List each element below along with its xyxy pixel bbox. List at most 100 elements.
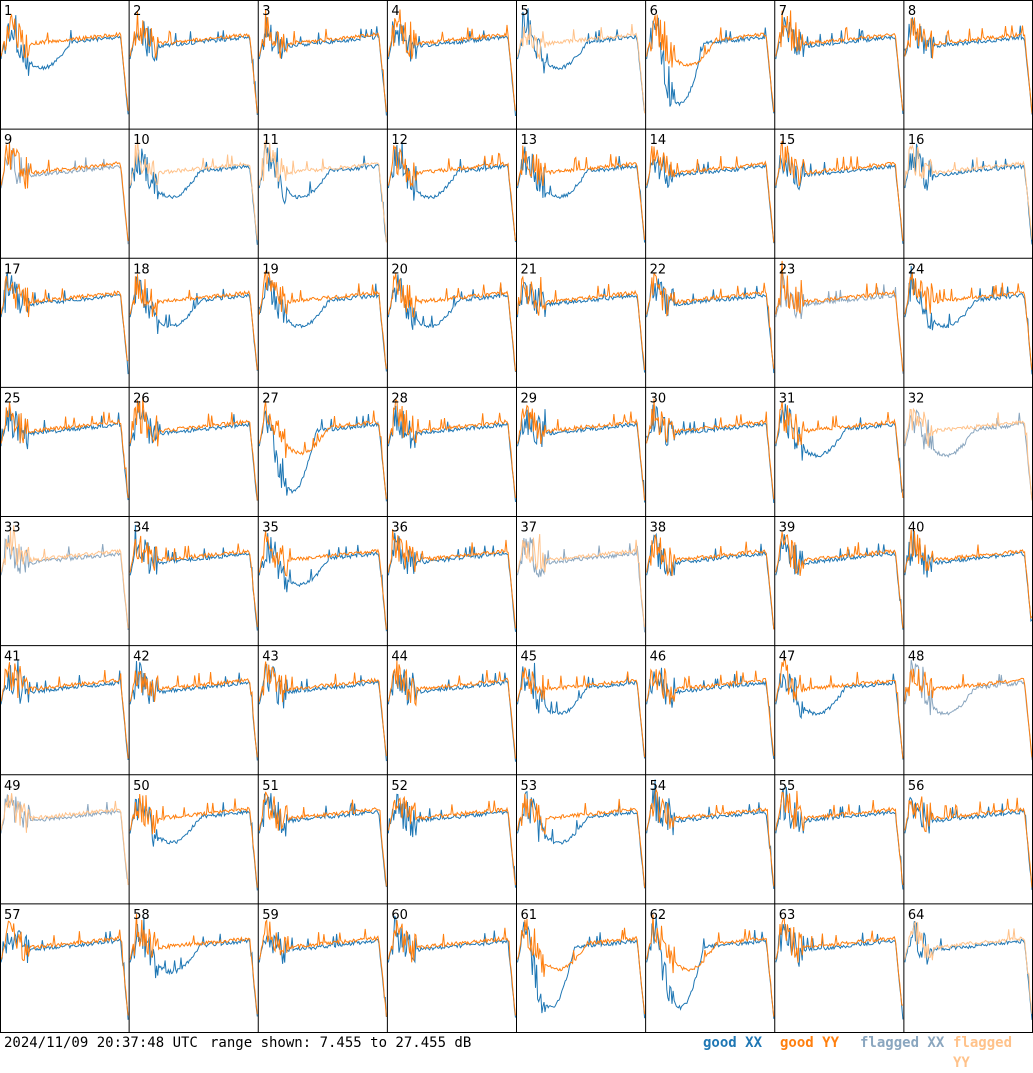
- tile-63-label: 63: [779, 908, 796, 923]
- tile-51-yy-line: [258, 791, 387, 887]
- tile-47-xx-line: [775, 673, 904, 760]
- tile-21-yy-line: [517, 275, 646, 371]
- tile-11-label: 11: [262, 133, 279, 148]
- tile-15-xx-line: [775, 152, 904, 244]
- tile-28-label: 28: [391, 391, 408, 406]
- tile-33-label: 33: [4, 521, 21, 536]
- tile-15-yy-line: [775, 140, 904, 242]
- tile-38: 38: [646, 521, 775, 630]
- tile-44: 44: [387, 650, 516, 762]
- tile-19: 19: [258, 262, 387, 372]
- tile-42-xx-line: [129, 660, 258, 761]
- tile-9-yy-line: [0, 142, 129, 242]
- tile-31-yy-line: [775, 401, 904, 498]
- tile-53-label: 53: [521, 779, 538, 794]
- tile-3-yy-line: [258, 9, 387, 113]
- tile-64-label: 64: [908, 908, 925, 923]
- tile-24-label: 24: [908, 262, 925, 277]
- tile-10-xx-line: [129, 148, 258, 245]
- tile-7-label: 7: [779, 4, 787, 19]
- tile-34: 34: [129, 521, 258, 631]
- tile-25: 25: [0, 391, 129, 501]
- tile-44-yy-line: [387, 660, 516, 759]
- tile-11: 11: [258, 133, 387, 243]
- tile-12: 12: [387, 133, 516, 243]
- tile-63-yy-line: [775, 917, 903, 1006]
- tile-62-label: 62: [650, 908, 667, 923]
- tile-44-xx-line: [387, 669, 516, 762]
- tile-16-xx-line: [904, 143, 1033, 245]
- tile-33: 33: [0, 521, 129, 631]
- tile-15: 15: [775, 133, 904, 244]
- tile-23: 23: [775, 260, 904, 374]
- tile-18-xx-line: [129, 274, 258, 371]
- tile-1-xx-line: [0, 15, 129, 115]
- tile-24-xx-line: [904, 265, 1033, 375]
- tile-46: 46: [646, 650, 775, 760]
- tile-4-xx-line: [387, 21, 516, 117]
- timestamp: 2024/11/09 20:37:48 UTC: [4, 1035, 198, 1051]
- tile-25-xx-line: [0, 405, 129, 501]
- tile-54-xx-line: [646, 779, 775, 889]
- tile-26-yy-line: [129, 397, 258, 501]
- tile-61-xx-line: [517, 921, 646, 1019]
- tile-43-label: 43: [262, 650, 279, 665]
- tile-46-label: 46: [650, 650, 667, 665]
- tile-52-yy-line: [387, 795, 516, 886]
- tile-49-xx-line: [0, 794, 129, 880]
- tile-61-label: 61: [521, 908, 538, 923]
- tile-8-yy-line: [904, 17, 1033, 114]
- tile-18-label: 18: [133, 262, 150, 277]
- tile-30: 30: [646, 391, 775, 504]
- tile-15-label: 15: [779, 133, 796, 148]
- tile-12-yy-line: [387, 145, 516, 242]
- tile-48: 48: [904, 650, 1033, 761]
- tile-29: 29: [517, 391, 646, 503]
- tile-54-label: 54: [650, 779, 667, 794]
- tile-32-xx-line: [904, 409, 1033, 501]
- tile-29-xx-line: [517, 409, 646, 503]
- tile-14-yy-line: [646, 145, 775, 243]
- tile-51-label: 51: [262, 779, 279, 794]
- tile-59-label: 59: [262, 908, 279, 923]
- tile-62-yy-line: [646, 914, 775, 1017]
- tile-12-xx-line: [387, 141, 516, 243]
- tile-46-yy-line: [646, 668, 775, 757]
- tile-6-label: 6: [650, 4, 658, 19]
- tile-11-yy-line: [258, 140, 387, 243]
- tile-16-yy-line: [904, 144, 1033, 240]
- tile-5-label: 5: [521, 4, 529, 19]
- tile-35-xx-line: [258, 533, 387, 632]
- tile-60: 60: [387, 908, 516, 1018]
- tile-12-label: 12: [391, 133, 408, 148]
- tile-10-label: 10: [133, 133, 150, 148]
- tile-62: 62: [646, 908, 775, 1019]
- tile-56-yy-line: [904, 796, 1033, 888]
- tile-40-xx-line: [904, 531, 1033, 622]
- tile-22-label: 22: [650, 262, 667, 277]
- tile-14: 14: [646, 133, 775, 244]
- tile-5-yy-line: [517, 23, 646, 114]
- tile-53-xx-line: [517, 790, 646, 889]
- tile-27-xx-line: [258, 410, 387, 502]
- tile-39-yy-line: [775, 531, 904, 629]
- tile-49: 49: [0, 779, 129, 886]
- tile-37-label: 37: [521, 521, 538, 536]
- tile-45-label: 45: [521, 650, 538, 665]
- tile-48-label: 48: [908, 650, 925, 665]
- tile-52-xx-line: [387, 793, 516, 888]
- tile-9-label: 9: [4, 133, 12, 148]
- tile-61: 61: [517, 908, 646, 1019]
- tile-36-yy-line: [387, 529, 516, 629]
- tile-17: 17: [0, 262, 129, 375]
- tile-17-yy-line: [0, 275, 129, 362]
- tile-63: 63: [775, 908, 904, 1020]
- tile-5: 5: [517, 4, 646, 114]
- tile-59-yy-line: [258, 918, 387, 1017]
- tile-45-xx-line: [517, 662, 646, 759]
- tile-55-yy-line: [775, 790, 904, 886]
- tile-8: 8: [904, 4, 1033, 115]
- tile-57-yy-line: [0, 920, 129, 1016]
- tile-50-yy-line: [129, 793, 258, 888]
